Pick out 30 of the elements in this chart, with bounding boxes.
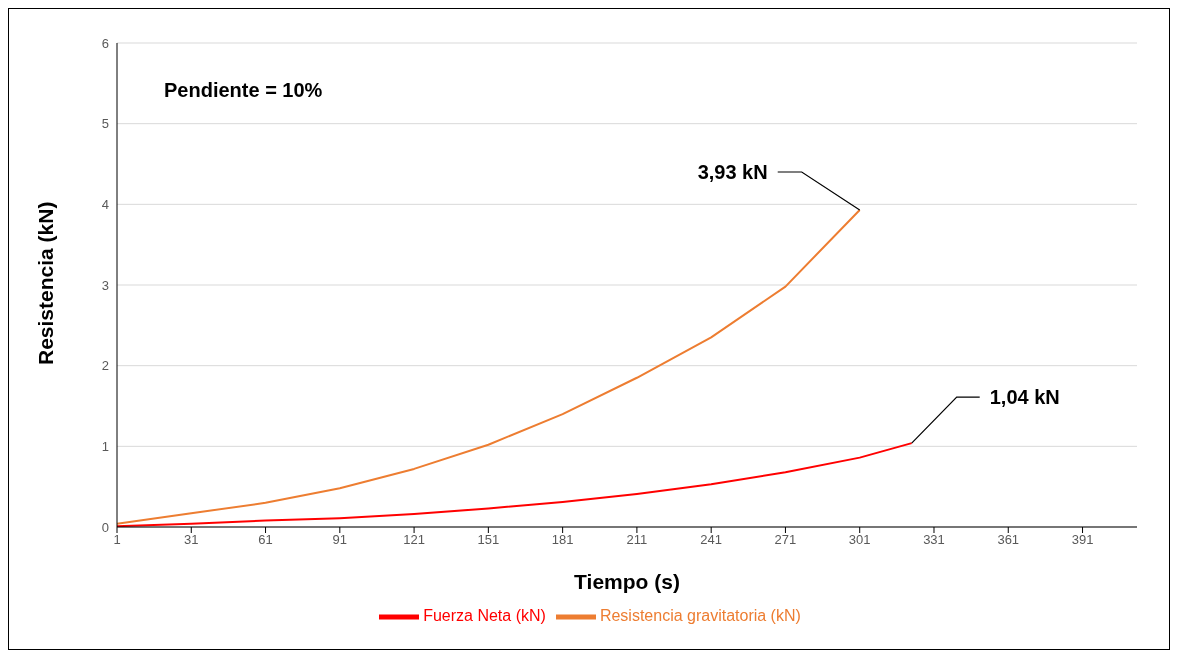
- x-tick-label: 271: [774, 532, 797, 548]
- annotation: 3,93 kN: [697, 160, 768, 183]
- y-tick-label: 1: [101, 438, 109, 454]
- x-axis-title: Tiempo (s): [574, 570, 680, 593]
- line-series: [117, 442, 913, 527]
- x-tick-label: 241: [700, 532, 723, 548]
- x-tick-label: 31: [184, 532, 199, 548]
- x-tick-label: 121: [403, 532, 425, 548]
- x-tick-label: 361: [997, 532, 1020, 548]
- x-tick-label: 211: [626, 532, 648, 548]
- x-tick-label: 391: [1071, 532, 1094, 548]
- legend-label: Fuerza Neta (kN): [423, 607, 546, 625]
- y-tick-label: 6: [101, 35, 109, 51]
- x-tick-label: 91: [332, 532, 348, 548]
- y-tick-label: 3: [101, 277, 109, 293]
- y-axis-title: Resistencia (kN): [34, 201, 58, 365]
- x-tick-label: 1: [113, 532, 121, 548]
- x-tick-label: 331: [923, 532, 945, 548]
- y-tick-label: 4: [101, 196, 109, 212]
- annotation: 1,04 kN: [989, 386, 1060, 409]
- legend-label: Resistencia gravitatoria (kN): [599, 607, 801, 625]
- y-tick-label: 2: [101, 358, 109, 374]
- y-tick-label: 0: [101, 519, 109, 535]
- line-series: [117, 208, 861, 525]
- y-tick-label: 5: [101, 116, 109, 132]
- x-tick-label: 61: [258, 532, 273, 548]
- x-tick-label: 301: [848, 532, 871, 548]
- x-tick-label: 181: [551, 532, 574, 548]
- x-tick-label: 151: [477, 532, 500, 548]
- annotation: Pendiente = 10%: [164, 79, 323, 102]
